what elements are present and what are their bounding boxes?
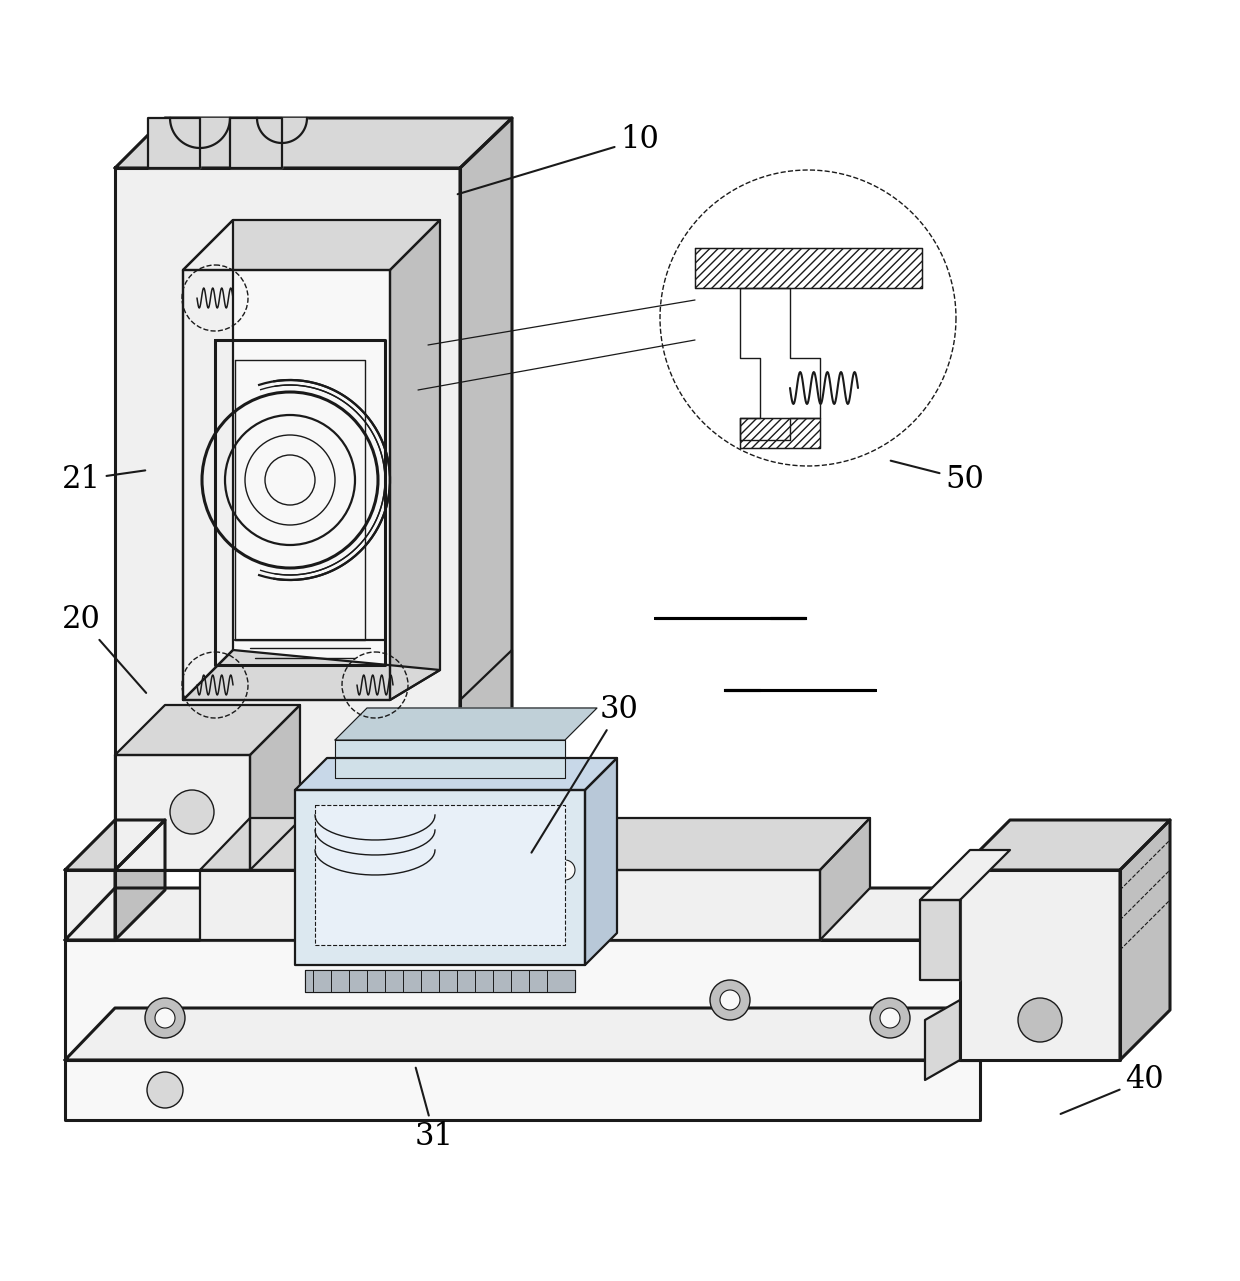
Text: 20: 20 xyxy=(62,605,146,693)
Polygon shape xyxy=(184,220,233,699)
Polygon shape xyxy=(295,790,585,965)
Polygon shape xyxy=(250,705,300,870)
Circle shape xyxy=(145,998,185,1038)
Polygon shape xyxy=(460,118,512,870)
Polygon shape xyxy=(115,755,250,870)
Polygon shape xyxy=(115,168,460,870)
Text: 40: 40 xyxy=(1060,1065,1163,1114)
Text: 10: 10 xyxy=(458,124,658,195)
Polygon shape xyxy=(740,418,820,448)
Circle shape xyxy=(556,860,575,880)
Polygon shape xyxy=(980,888,1030,1059)
Circle shape xyxy=(870,998,910,1038)
Circle shape xyxy=(155,1008,175,1027)
Polygon shape xyxy=(960,870,1120,1059)
Polygon shape xyxy=(820,819,870,940)
Polygon shape xyxy=(460,649,512,870)
Polygon shape xyxy=(585,758,618,965)
Polygon shape xyxy=(64,940,980,1059)
Circle shape xyxy=(170,790,215,834)
Circle shape xyxy=(546,851,585,890)
Polygon shape xyxy=(200,870,820,940)
Polygon shape xyxy=(740,288,820,439)
Polygon shape xyxy=(184,270,391,699)
Polygon shape xyxy=(305,970,575,991)
Polygon shape xyxy=(920,851,1011,901)
Polygon shape xyxy=(64,1059,980,1120)
Polygon shape xyxy=(115,118,512,168)
Polygon shape xyxy=(200,819,870,870)
Polygon shape xyxy=(64,870,115,940)
Polygon shape xyxy=(184,220,440,270)
Circle shape xyxy=(148,1072,184,1108)
Polygon shape xyxy=(694,249,923,288)
Circle shape xyxy=(720,990,740,1009)
Polygon shape xyxy=(148,118,200,168)
Text: 30: 30 xyxy=(532,694,639,853)
Polygon shape xyxy=(64,888,1030,940)
Polygon shape xyxy=(64,820,165,870)
Polygon shape xyxy=(295,758,618,790)
Polygon shape xyxy=(391,220,440,699)
Polygon shape xyxy=(925,1000,960,1080)
Polygon shape xyxy=(920,901,960,980)
Text: 50: 50 xyxy=(890,461,983,494)
Circle shape xyxy=(1018,998,1061,1041)
Text: 31: 31 xyxy=(415,1067,454,1152)
Polygon shape xyxy=(315,804,565,945)
Polygon shape xyxy=(115,705,300,755)
Polygon shape xyxy=(960,820,1171,870)
Polygon shape xyxy=(229,118,281,168)
Polygon shape xyxy=(115,820,165,940)
Circle shape xyxy=(880,1008,900,1027)
Text: 21: 21 xyxy=(62,464,145,494)
Polygon shape xyxy=(64,1008,1030,1059)
Polygon shape xyxy=(184,649,440,699)
Polygon shape xyxy=(335,740,565,778)
Polygon shape xyxy=(335,708,596,740)
Circle shape xyxy=(711,980,750,1020)
Polygon shape xyxy=(1120,820,1171,1059)
